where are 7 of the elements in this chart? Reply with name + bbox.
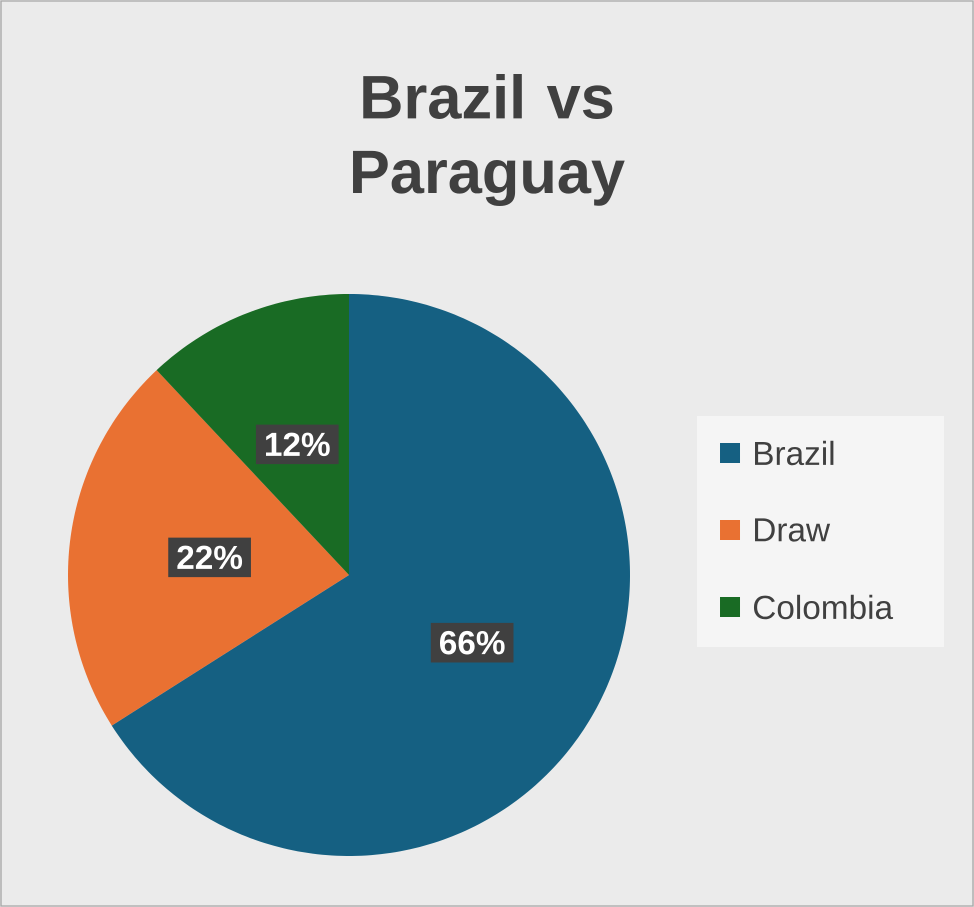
legend-label: Draw [755, 518, 830, 542]
legend-label: Brazil [755, 440, 834, 466]
chart-title: Brazil vs Paraguay [353, 74, 625, 206]
data-label: 12% [266, 432, 330, 456]
data-label: 66% [440, 630, 505, 654]
data-label: 22% [177, 546, 242, 570]
legend-label: Colombia [754, 594, 894, 620]
